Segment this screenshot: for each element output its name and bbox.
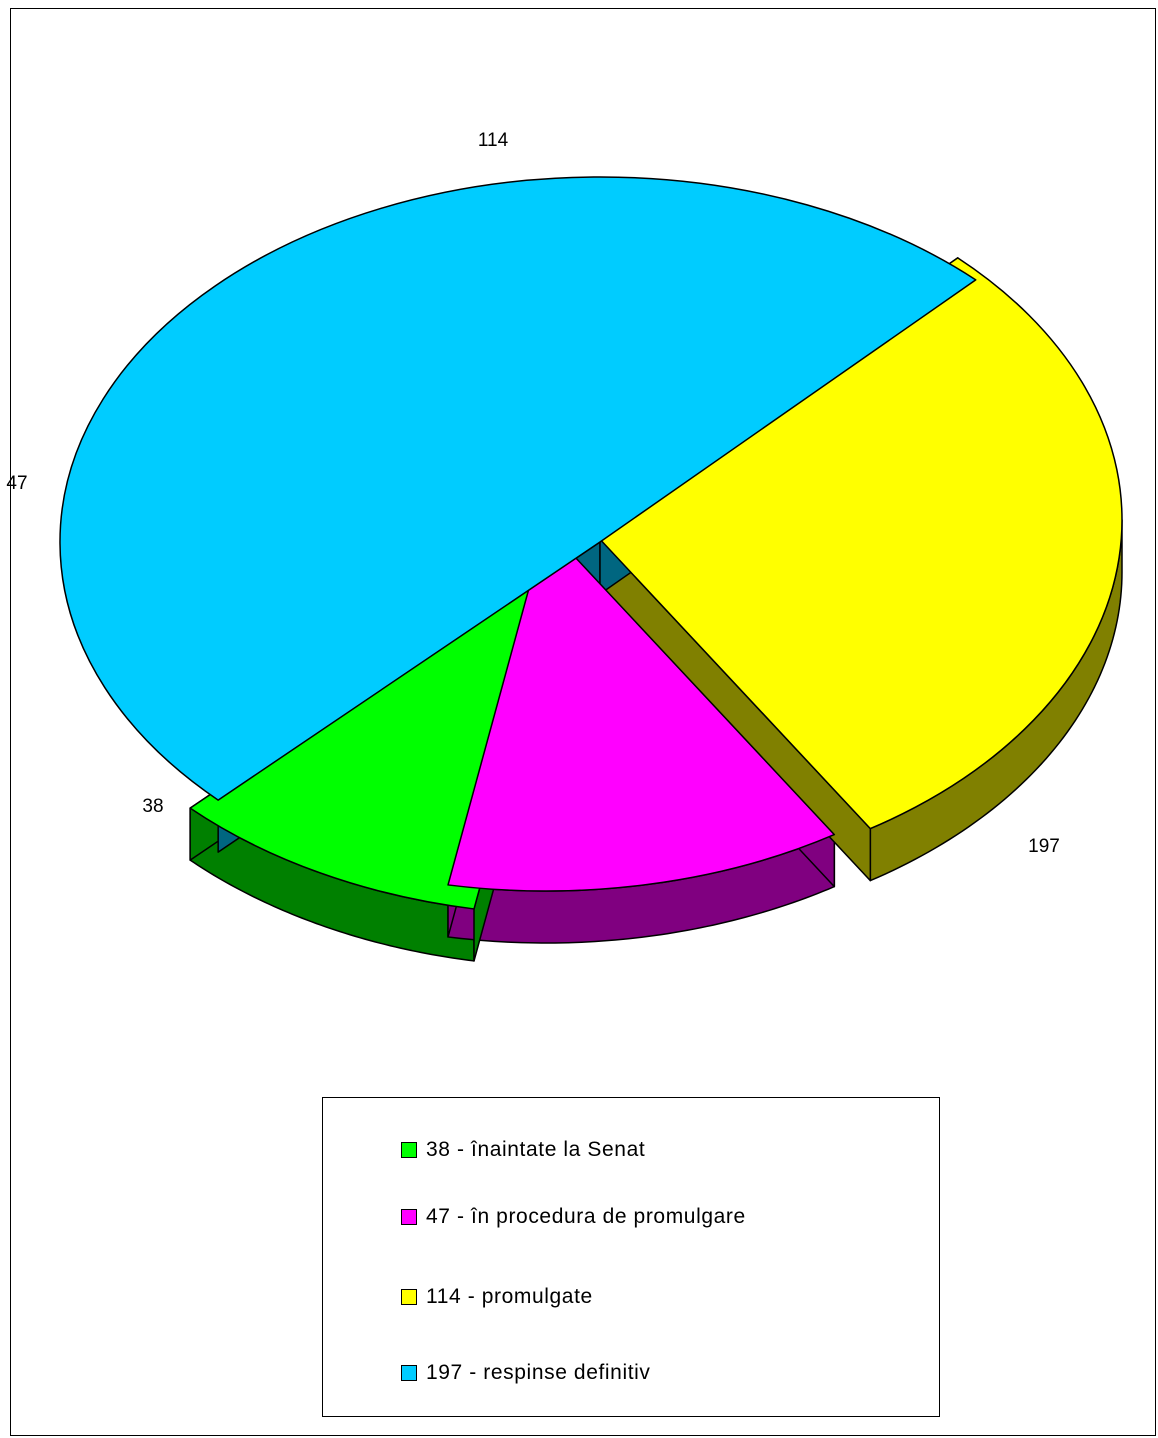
legend-item: 38 - înaintate la Senat <box>401 1138 645 1162</box>
pie-slice <box>59 176 977 801</box>
slice-data-label: 114 <box>478 130 509 151</box>
legend-label: 47 - în procedura de promulgare <box>426 1205 746 1228</box>
pie-slice <box>447 525 836 892</box>
legend-label: 38 - înaintate la Senat <box>426 1138 646 1161</box>
legend-swatch <box>401 1365 417 1381</box>
legend-swatch <box>401 1142 417 1158</box>
legend-item: 47 - în procedura de promulgare <box>401 1205 746 1229</box>
legend-swatch <box>401 1289 417 1305</box>
chart-frame <box>10 8 1156 1436</box>
chart-legend: 38 - înaintate la Senat 47 - în procedur… <box>322 1097 940 1417</box>
legend-item: 197 - respinse definitiv <box>401 1361 651 1385</box>
legend-label: 114 - promulgate <box>426 1285 593 1308</box>
legend-label: 197 - respinse definitiv <box>426 1361 651 1384</box>
legend-swatch <box>401 1209 417 1225</box>
slice-data-label: 197 <box>1028 836 1060 857</box>
slice-data-label: 38 <box>142 796 163 817</box>
pie-slice <box>581 257 1123 830</box>
legend-item: 114 - promulgate <box>401 1285 593 1309</box>
slice-data-label: 47 <box>6 473 27 494</box>
